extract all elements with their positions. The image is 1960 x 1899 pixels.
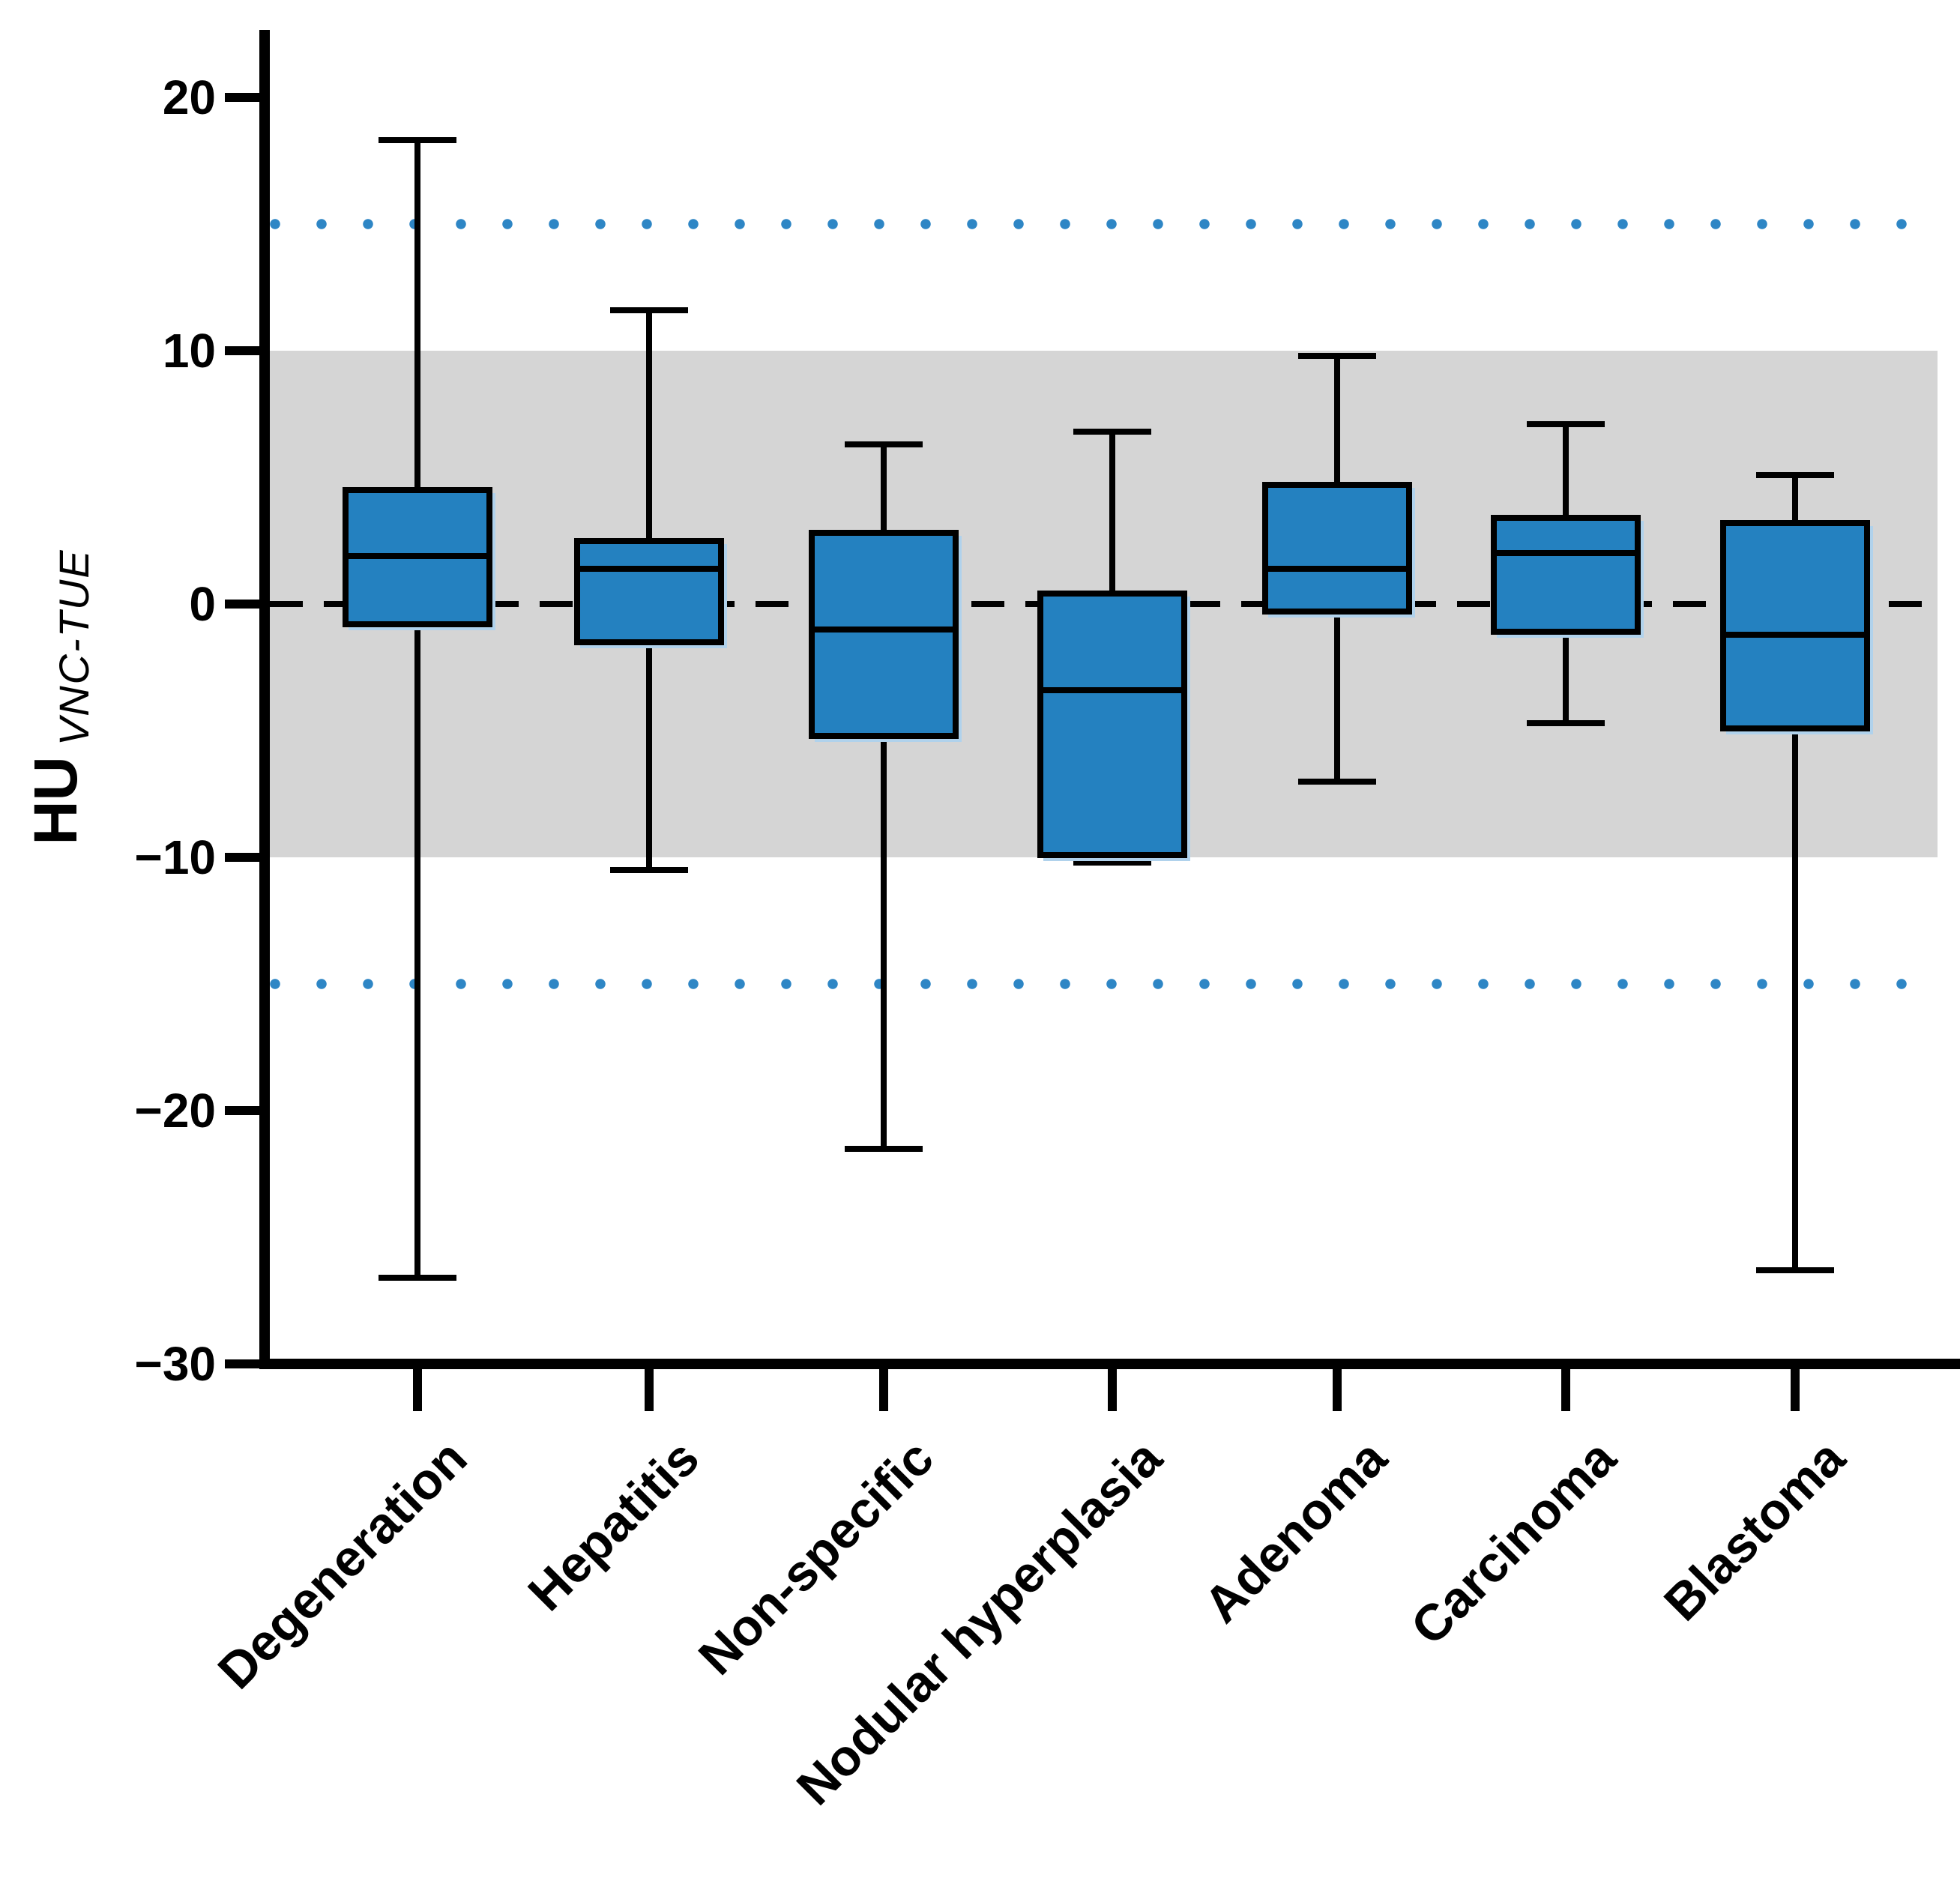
whisker-cap-high-adenoma <box>1298 352 1376 359</box>
upper-dotted-limit-line <box>270 219 1938 229</box>
y-tick--20 <box>225 1106 259 1115</box>
whisker-cap-high-hepatitis <box>610 307 688 313</box>
whisker-line-blastoma <box>1792 471 1798 1273</box>
x-category-label-hepatitis: Hepatitis <box>517 1429 710 1622</box>
median-line-adenoma <box>1262 565 1412 572</box>
x-tick-nodular-hyperplasia <box>1108 1369 1117 1411</box>
box-hepatitis <box>574 537 724 645</box>
whisker-cap-high-nodular-hyperplasia <box>1073 429 1151 435</box>
whisker-line-degeneration <box>414 137 420 1281</box>
box-non-specific <box>809 530 959 739</box>
y-tick--10 <box>225 853 259 862</box>
y-axis-line <box>259 30 270 1369</box>
y-tick-label-20: 20 <box>162 70 216 124</box>
median-line-non-specific <box>809 626 959 633</box>
box-carcinoma <box>1491 515 1641 635</box>
y-tick-label--10: −10 <box>134 830 216 884</box>
whisker-cap-low-adenoma <box>1298 778 1376 785</box>
whisker-cap-low-nodular-hyperplasia <box>1073 859 1151 866</box>
whisker-cap-high-degeneration <box>379 137 456 144</box>
x-category-label-degeneration: Degeneration <box>207 1429 478 1700</box>
x-category-label-carcinoma: Carcinoma <box>1399 1429 1626 1656</box>
lower-dotted-limit-line <box>270 979 1938 989</box>
median-line-carcinoma <box>1491 550 1641 557</box>
y-tick-10 <box>225 346 259 355</box>
y-tick-0 <box>225 600 259 609</box>
y-tick-label--20: −20 <box>134 1084 216 1138</box>
x-tick-non-specific <box>879 1369 888 1411</box>
median-line-nodular-hyperplasia <box>1037 686 1187 693</box>
median-line-blastoma <box>1720 631 1870 638</box>
median-line-hepatitis <box>574 565 724 572</box>
whisker-cap-low-non-specific <box>845 1145 923 1152</box>
x-category-label-adenoma: Adenoma <box>1193 1429 1398 1634</box>
y-tick-label--30: −30 <box>134 1337 216 1391</box>
y-tick--30 <box>225 1359 259 1368</box>
x-tick-degeneration <box>413 1369 422 1411</box>
whisker-cap-high-carcinoma <box>1527 421 1605 428</box>
y-tick-label-0: 0 <box>189 577 216 631</box>
whisker-line-non-specific <box>881 441 887 1152</box>
box-nodular-hyperplasia <box>1037 591 1187 858</box>
x-tick-carcinoma <box>1561 1369 1570 1411</box>
x-tick-blastoma <box>1791 1369 1800 1411</box>
x-tick-hepatitis <box>645 1369 654 1411</box>
whisker-cap-low-hepatitis <box>610 866 688 873</box>
x-tick-adenoma <box>1333 1369 1342 1411</box>
median-line-degeneration <box>343 552 492 559</box>
whisker-cap-low-carcinoma <box>1527 719 1605 726</box>
whisker-cap-high-non-specific <box>845 441 923 448</box>
x-category-label-non-specific: Non-specific <box>687 1429 944 1686</box>
whisker-cap-low-blastoma <box>1756 1266 1834 1273</box>
whisker-cap-low-degeneration <box>379 1275 456 1281</box>
box-adenoma <box>1262 482 1412 615</box>
x-category-label-blastoma: Blastoma <box>1653 1429 1856 1632</box>
x-axis-line <box>259 1359 1960 1369</box>
y-tick-label-10: 10 <box>162 324 216 378</box>
whisker-cap-high-blastoma <box>1756 471 1834 478</box>
y-tick-20 <box>225 93 259 102</box>
box-blastoma <box>1720 519 1870 731</box>
